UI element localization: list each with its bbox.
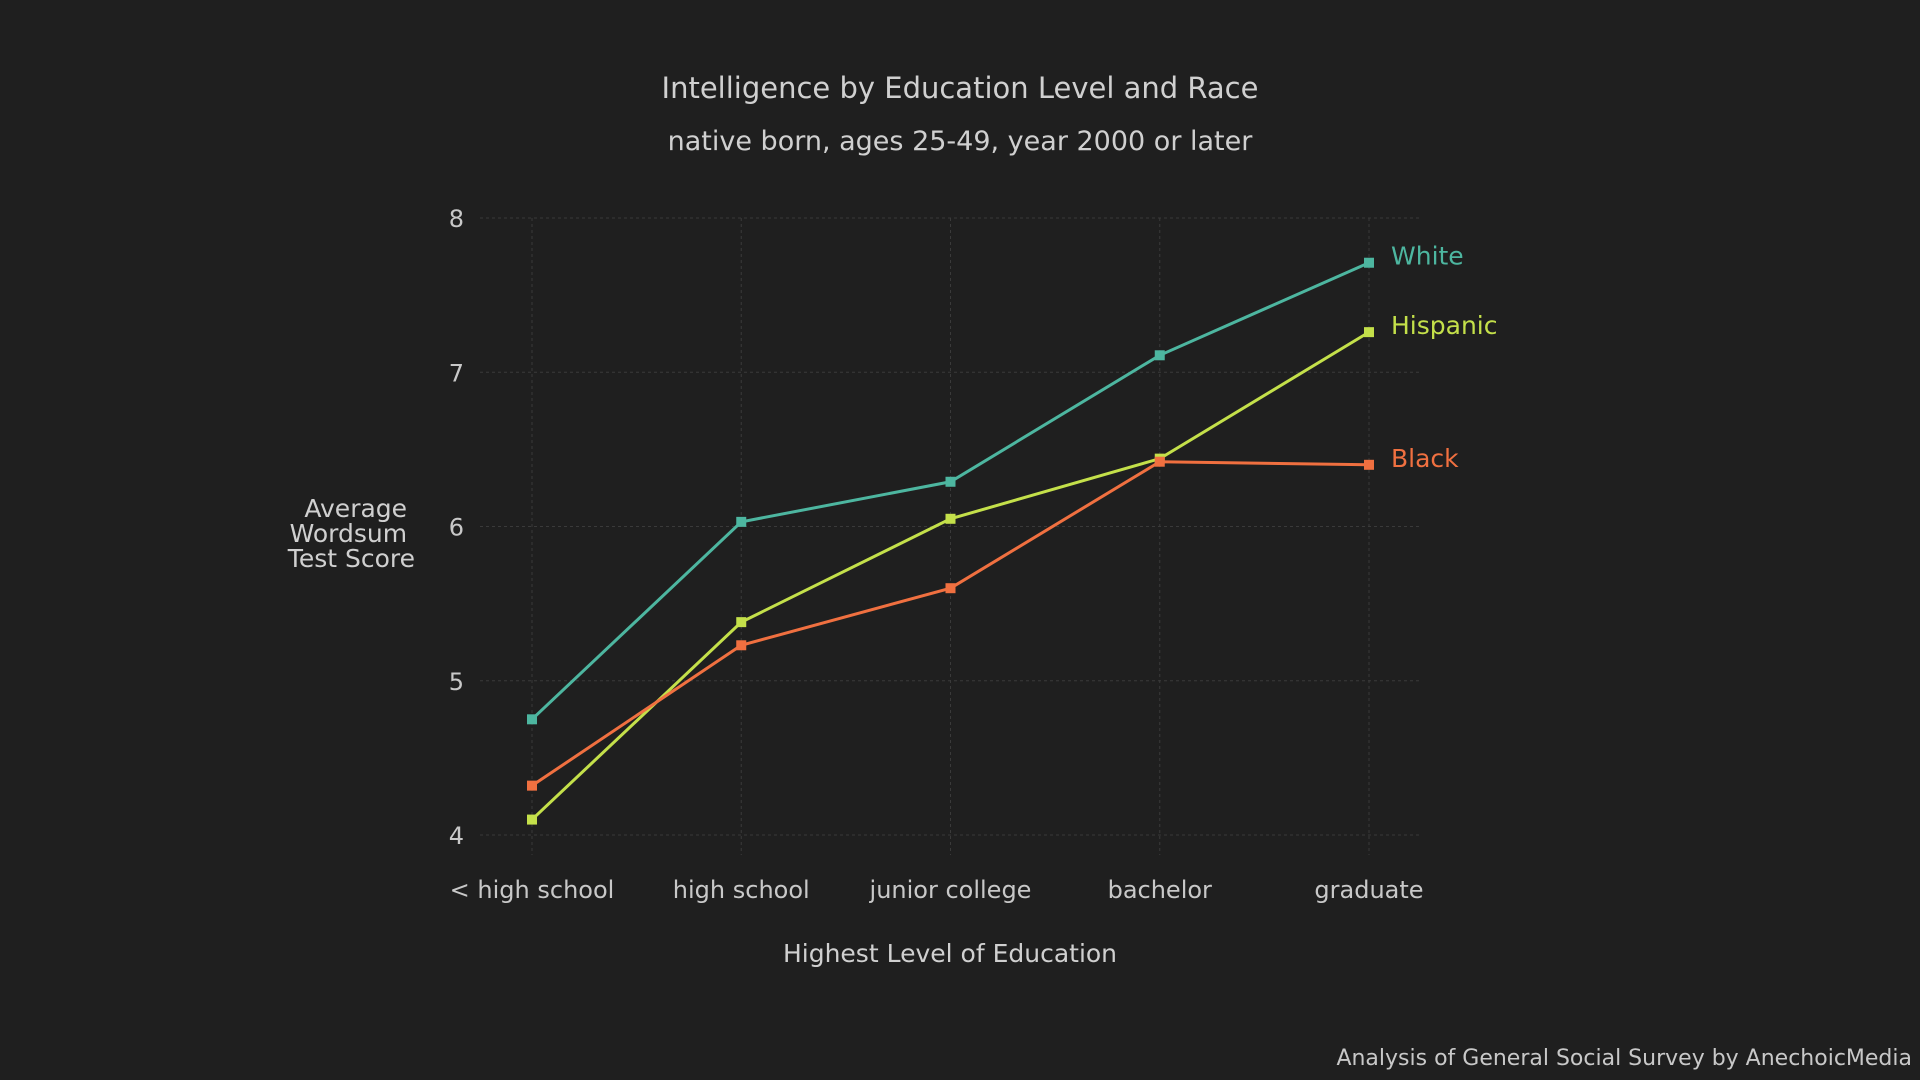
series-label-black: Black [1391,444,1459,473]
y-axis-title: Average Wordsum Test Score [287,494,415,573]
data-point-white [736,516,747,527]
chart-subtitle: native born, ages 25-49, year 2000 or la… [668,126,1254,157]
data-point-black [527,780,537,791]
y-tick-label: 4 [449,822,464,850]
data-point-black [736,640,747,651]
data-point-white [527,714,537,725]
y-tick-label: 6 [449,514,464,542]
data-point-white [945,476,956,487]
series-lines: White Hispanic Black [527,242,1498,825]
y-axis-title-line-1: Average [304,494,407,523]
x-tick-label: graduate [1314,876,1423,904]
data-point-hispanic [945,513,956,524]
y-axis-title-line-2: Wordsum [290,519,407,548]
y-tick-label: 7 [449,359,464,387]
data-point-hispanic [736,617,747,628]
x-axis-ticks: < high school high school junior college ba… [450,876,1424,904]
y-tick-label: 8 [449,205,464,233]
y-tick-label: 5 [449,668,464,696]
series-label-white: White [1391,242,1464,271]
data-point-white [1154,350,1165,361]
x-axis-title: Highest Level of Education [783,939,1117,968]
x-tick-label: bachelor [1108,876,1212,904]
data-point-black [1154,456,1165,467]
data-point-hispanic [1364,327,1374,338]
y-axis-title-line-3: Test Score [287,544,415,573]
x-tick-label: junior college [869,876,1032,904]
data-point-black [1364,459,1374,470]
gridlines [480,217,1420,855]
data-point-hispanic [527,814,537,825]
x-tick-label: high school [673,876,810,904]
series-label-hispanic: Hispanic [1391,311,1498,340]
data-point-white [1364,257,1374,268]
chart-title: Intelligence by Education Level and Race [662,71,1259,105]
x-tick-label: < high school [450,876,615,904]
y-axis-ticks: 4 5 6 7 8 [449,205,464,850]
series-line-black [531,460,1370,787]
source-caption: Analysis of General Social Survey by Ane… [1336,1046,1912,1071]
data-point-black [945,583,956,594]
